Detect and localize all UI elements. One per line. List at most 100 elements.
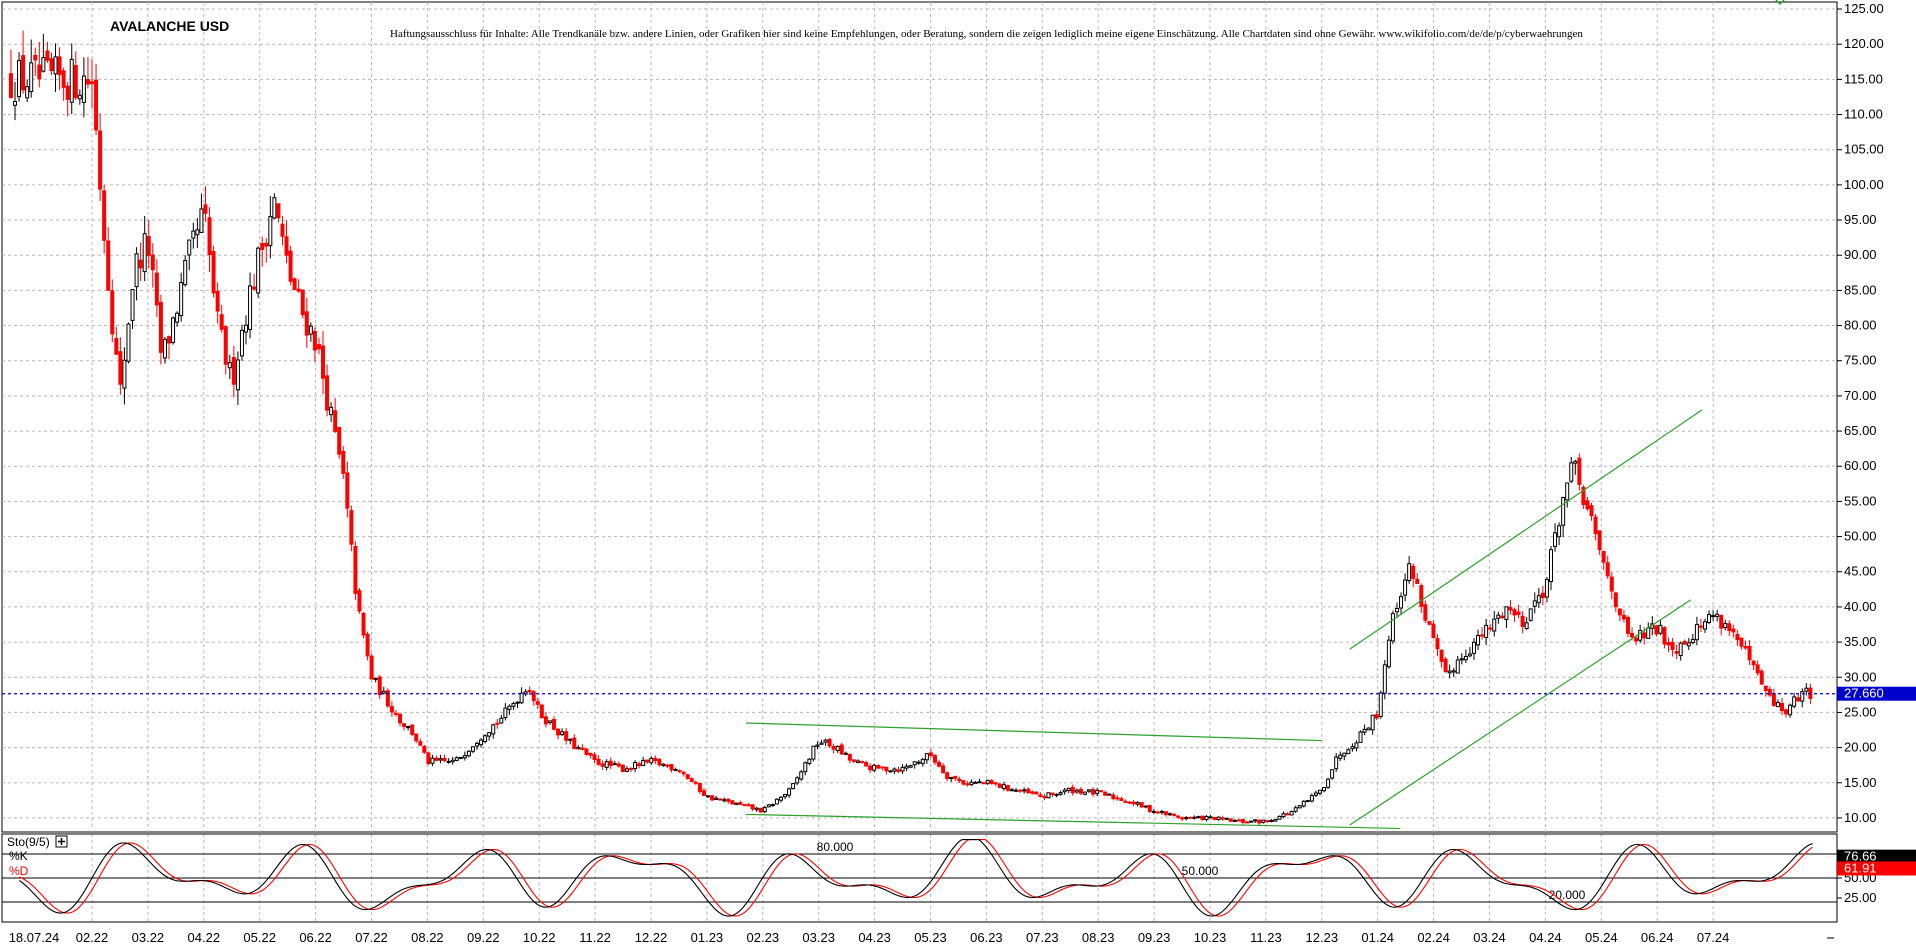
candle-body xyxy=(1565,482,1570,501)
candle-body xyxy=(1800,691,1805,702)
candle-body xyxy=(718,798,723,801)
candle-body xyxy=(637,763,642,767)
time-tick-label: 08.22 xyxy=(411,930,444,945)
candle-body xyxy=(1107,793,1112,796)
candle-body xyxy=(235,359,240,391)
candle-body xyxy=(1759,670,1764,685)
candle-body xyxy=(29,62,34,93)
candle-body xyxy=(1338,754,1343,759)
candle-body xyxy=(868,765,873,771)
candle-body xyxy=(1471,641,1476,654)
price-tick-label: 100.00 xyxy=(1844,177,1884,192)
candle-body xyxy=(677,770,682,773)
candle-body xyxy=(1034,791,1039,795)
candle-body xyxy=(981,782,986,785)
candle-body xyxy=(1500,615,1505,619)
candle-body xyxy=(142,233,147,273)
candle-body xyxy=(1042,796,1047,799)
candle-body xyxy=(1630,632,1635,638)
candle-body xyxy=(1686,642,1691,647)
candle-body xyxy=(916,761,921,764)
candle-body xyxy=(580,747,585,750)
candle-body xyxy=(1334,756,1339,770)
candle-body xyxy=(535,701,540,705)
stochastic-tick-label: 25.00 xyxy=(1844,890,1877,905)
candle-body xyxy=(430,757,435,764)
candle-body xyxy=(1399,596,1404,609)
trendline xyxy=(746,722,1322,742)
disclaimer-text: Haftungsausschluss für Inhalte: Alle Tre… xyxy=(390,28,1583,40)
candle-body xyxy=(1439,649,1444,662)
time-tick-label: 05.22 xyxy=(243,930,276,945)
candle-body xyxy=(1698,625,1703,628)
candle-body xyxy=(122,359,127,389)
candle-body xyxy=(851,759,856,762)
candle-body xyxy=(539,704,544,719)
candle-body xyxy=(470,746,475,752)
candle-body xyxy=(1711,615,1716,618)
candle-body xyxy=(146,236,151,256)
candle-body xyxy=(714,797,719,800)
candle-body xyxy=(503,707,508,719)
candle-body xyxy=(1569,462,1574,482)
candle-body xyxy=(361,612,366,636)
candle-body xyxy=(969,781,974,786)
time-tick-label: 08.23 xyxy=(1082,930,1115,945)
candle-body xyxy=(1678,642,1683,657)
price-tick-label: 95.00 xyxy=(1844,212,1877,227)
candle-body xyxy=(1540,592,1545,599)
candle-body xyxy=(1524,622,1529,630)
candles xyxy=(8,30,1813,826)
candle-body xyxy=(1690,638,1695,644)
candle-body xyxy=(941,765,946,774)
time-tick-label: 07.23 xyxy=(1026,930,1059,945)
candle-body xyxy=(175,312,180,323)
candle-body xyxy=(1062,789,1067,793)
time-tick-label: 09.23 xyxy=(1138,930,1171,945)
candle-body xyxy=(961,780,966,785)
candle-body xyxy=(1617,608,1622,616)
stochastic-add-icon[interactable] xyxy=(55,835,68,848)
candle-body xyxy=(928,752,933,757)
candle-body xyxy=(353,545,358,594)
candle-body xyxy=(487,732,492,737)
candle-body xyxy=(746,804,751,807)
candle-body xyxy=(33,54,38,61)
candle-body xyxy=(912,761,917,766)
time-tick-label: 10.22 xyxy=(523,930,556,945)
candle-body xyxy=(649,757,654,764)
candle-body xyxy=(1366,727,1371,731)
candle-body xyxy=(515,701,520,704)
candle-body xyxy=(98,130,103,190)
candle-body xyxy=(134,253,139,288)
price-tick-label: 30.00 xyxy=(1844,669,1877,684)
candle-body xyxy=(924,753,929,761)
candle-body xyxy=(1443,658,1448,673)
top-marker-icon xyxy=(1775,0,1785,6)
candle-body xyxy=(1788,704,1793,716)
candle-body xyxy=(239,329,244,357)
candle-body xyxy=(904,765,909,769)
candle-body xyxy=(576,746,581,750)
candle-body xyxy=(264,242,269,247)
candle-body xyxy=(1289,811,1294,816)
trendline xyxy=(746,813,1401,830)
candle-body xyxy=(855,760,860,764)
candle-body xyxy=(1001,784,1006,789)
candle-body xyxy=(393,712,398,715)
candle-body xyxy=(325,375,330,411)
candle-body xyxy=(1585,500,1590,510)
candle-body xyxy=(807,758,812,764)
candle-body xyxy=(847,753,852,761)
time-tick-label: 05.23 xyxy=(914,930,947,945)
candle-body xyxy=(154,272,159,306)
candle-body xyxy=(1621,614,1626,620)
time-tick-label: 06.23 xyxy=(970,930,1003,945)
candle-body xyxy=(1792,696,1797,707)
candle-body xyxy=(1309,795,1314,802)
candle-body xyxy=(547,720,552,723)
candle-body xyxy=(722,799,727,802)
candle-body xyxy=(288,250,293,282)
candle-body xyxy=(519,692,524,704)
candle-body xyxy=(1378,692,1383,718)
